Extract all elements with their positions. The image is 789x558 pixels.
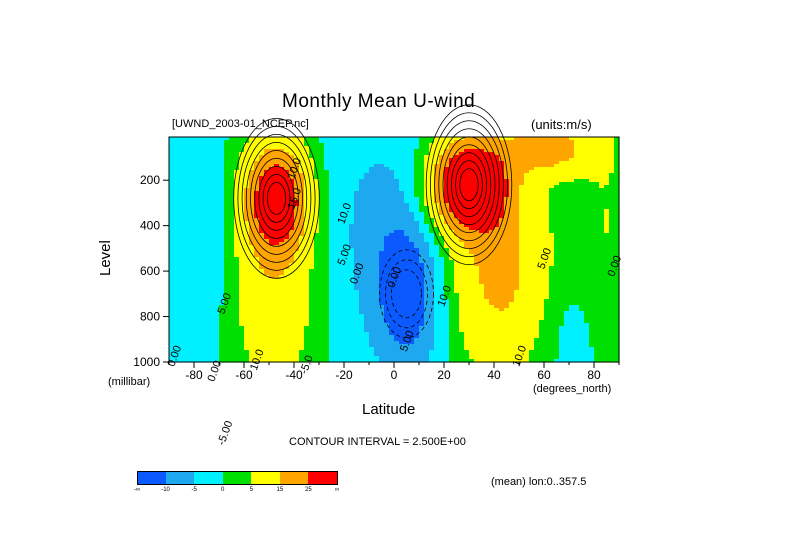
contour-line: [450, 152, 487, 218]
x-tick-label: 0: [391, 368, 398, 382]
colorbar-label: 0: [221, 487, 225, 493]
x-tick-label: -60: [235, 368, 253, 382]
contour-line: [258, 165, 295, 231]
colorbar-swatch: [137, 471, 166, 484]
contour-line: [241, 133, 312, 263]
colorbar-swatch: [194, 471, 223, 484]
file-label: [UWND_2003-01_NCEP.nc]: [172, 118, 309, 130]
colorbar-frame: [137, 471, 338, 485]
colorbar-label: -5: [191, 487, 197, 493]
y-tick-label: 1000: [133, 355, 160, 369]
y-tick-label: 400: [140, 219, 160, 233]
contour-line: [446, 144, 492, 226]
x-tick-label: 20: [437, 368, 451, 382]
y-tick-label: 600: [140, 264, 160, 278]
contour-line: [385, 259, 428, 329]
x-tick-label: -40: [285, 368, 303, 382]
colorbar-swatch: [165, 471, 195, 484]
contour-line: [262, 173, 291, 223]
contour-label: -5.00: [216, 419, 236, 447]
mean-longitude-text: (mean) lon:0..357.5: [491, 476, 587, 488]
x-axis-unit: (degrees_north): [533, 383, 612, 395]
chart-title: Monthly Mean U-wind: [282, 91, 476, 112]
colorbar-swatch: [279, 471, 309, 484]
y-axis-label: Level: [97, 240, 114, 276]
shaded-field: [169, 137, 620, 363]
contour-line: [429, 112, 508, 258]
contour-label: 0.00: [206, 359, 225, 383]
contour-line: [455, 160, 483, 210]
x-axis-label: Latitude: [362, 401, 416, 418]
y-tick-label: 800: [140, 310, 160, 324]
contour-interval-text: CONTOUR INTERVAL = 2.500E+00: [289, 436, 466, 448]
contour-line: [425, 104, 513, 266]
contour-line: [233, 117, 320, 279]
colorbar: -∞ -10 -5 0 5 15 25 ∞: [134, 471, 339, 496]
y-tick-label: 200: [140, 173, 160, 187]
contour-line: [459, 168, 479, 202]
x-tick-label: 80: [587, 368, 601, 382]
contour-line: [391, 269, 422, 319]
contour-line: [237, 125, 316, 271]
contour-line: [434, 120, 504, 250]
colorbar-label: ∞: [334, 487, 340, 493]
contour-line: [245, 141, 308, 255]
x-tick-label: -80: [185, 368, 203, 382]
colorbar-label: 15: [276, 487, 284, 493]
x-tick-label: -20: [335, 368, 353, 382]
colorbar-label: -10: [161, 487, 170, 493]
contour-line: [266, 181, 287, 215]
colorbar-label: -∞: [133, 487, 141, 493]
contour-line: [438, 128, 500, 242]
colorbar-swatch: [251, 471, 280, 484]
contour-line: [250, 149, 303, 247]
units-label: (units:m/s): [531, 117, 592, 132]
contour-line: [254, 157, 299, 239]
contour-line: [379, 249, 434, 339]
x-tick-label: 60: [537, 368, 551, 382]
colorbar-label: 5: [249, 487, 253, 493]
y-axis-unit: (millibar): [108, 376, 151, 388]
x-tick-label: 40: [487, 368, 501, 382]
colorbar-label: 25: [305, 487, 312, 493]
colorbar-swatch: [222, 471, 252, 484]
colorbar-swatch: [308, 471, 337, 484]
